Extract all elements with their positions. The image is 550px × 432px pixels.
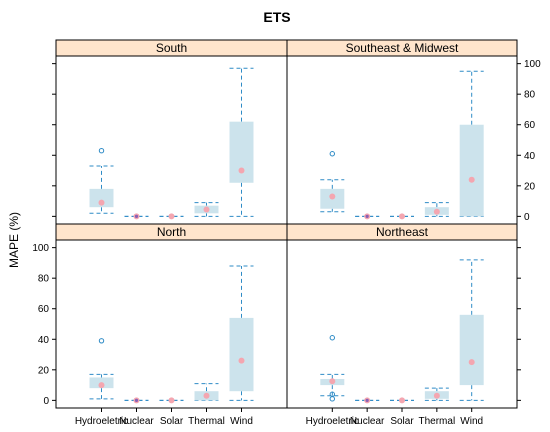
- nuclear-center-point: [365, 214, 369, 218]
- x-tick-label: Nuclear: [350, 416, 385, 427]
- mean-point: [238, 357, 245, 364]
- mean-point: [168, 213, 175, 220]
- mean-point: [468, 359, 475, 366]
- box-body: [229, 317, 254, 392]
- mean-point: [329, 193, 336, 200]
- box-body: [459, 124, 484, 217]
- y-tick-label: 40: [38, 335, 50, 346]
- outlier-point: [98, 147, 105, 154]
- y-tick-label: 100: [524, 59, 541, 70]
- box-hydroeletric: [320, 151, 345, 213]
- box-body: [89, 188, 114, 208]
- box-wind: [459, 259, 484, 401]
- mean-point: [98, 199, 105, 206]
- mean-point: [433, 208, 440, 215]
- nuclear-center-point: [134, 214, 139, 218]
- x-tick-label: Hydroeletric: [75, 416, 128, 427]
- box-solar: [390, 397, 414, 404]
- x-tick-label: Wind: [460, 416, 483, 427]
- box-thermal: [194, 202, 219, 217]
- panel-strip-label: Southeast & Midwest: [346, 41, 459, 55]
- nuclear-center-point: [365, 398, 369, 402]
- outlier-point: [98, 338, 105, 344]
- x-tick-label: Hydroeletric: [306, 416, 359, 427]
- y-tick-label: 0: [43, 396, 49, 407]
- mean-point: [468, 176, 475, 183]
- panel-strip-label: Northeast: [376, 225, 429, 239]
- mean-point: [399, 397, 405, 404]
- box-solar: [390, 213, 414, 220]
- mean-point: [168, 397, 175, 404]
- box-hydroeletric: [89, 338, 114, 400]
- y-tick-label: 0: [524, 212, 530, 223]
- x-tick-label: Wind: [230, 416, 253, 427]
- y-tick-label: 40: [524, 151, 536, 162]
- y-tick-label: 80: [524, 90, 536, 101]
- box-nuclear: [355, 213, 380, 220]
- panel-south: South: [52, 39, 288, 225]
- nuclear-center-point: [134, 398, 139, 402]
- box-hydroeletric: [320, 335, 345, 402]
- mean-point: [238, 167, 245, 174]
- box-nuclear: [124, 397, 149, 404]
- chart-title: ETS: [263, 9, 290, 25]
- y-tick-label: 20: [524, 181, 536, 192]
- y-tick-label: 60: [524, 120, 536, 131]
- box-solar: [159, 213, 184, 220]
- mean-point: [98, 382, 105, 389]
- box-thermal: [194, 383, 219, 401]
- panel-strip-label: North: [157, 225, 186, 239]
- x-tick-label: Solar: [160, 416, 184, 427]
- box-body: [229, 121, 254, 183]
- box-hydroeletric: [89, 147, 114, 214]
- y-tick-label: 20: [38, 365, 50, 376]
- x-tick-label: Nuclear: [119, 416, 154, 427]
- y-axis-label: MAPE (%): [7, 212, 21, 268]
- x-tick-label: Thermal: [419, 416, 456, 427]
- box-thermal: [424, 387, 449, 401]
- box-body: [459, 314, 484, 386]
- outlier-point: [329, 396, 336, 402]
- panel-strip-label: South: [156, 41, 187, 55]
- mean-point: [203, 392, 210, 399]
- panel-southeast-midwest: Southeast & Midwest 0 20 40 60 80 100: [286, 39, 541, 225]
- mean-point: [329, 378, 336, 385]
- y-tick-label: 80: [38, 274, 50, 285]
- box-solar: [159, 397, 184, 404]
- x-tick-label: Solar: [390, 416, 414, 427]
- outlier-point: [329, 335, 336, 341]
- mean-point: [203, 206, 210, 213]
- box-thermal: [424, 202, 449, 217]
- outlier-point: [329, 151, 336, 157]
- y-tick-label: 100: [32, 243, 49, 254]
- box-nuclear: [124, 213, 149, 220]
- box-wind: [459, 70, 484, 217]
- box-nuclear: [355, 397, 380, 404]
- mean-point: [399, 213, 405, 220]
- y-tick-label: 60: [38, 304, 50, 315]
- box-wind: [229, 265, 254, 401]
- x-tick-label: Thermal: [188, 416, 225, 427]
- mean-point: [433, 392, 440, 399]
- box-wind: [229, 67, 254, 217]
